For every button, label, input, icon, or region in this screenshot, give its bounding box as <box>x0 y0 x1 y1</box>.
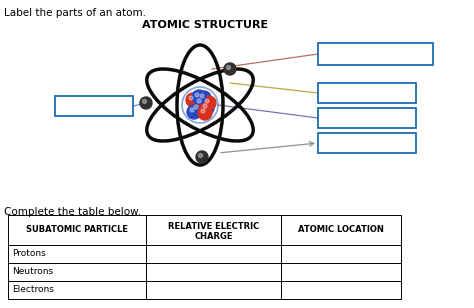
Circle shape <box>224 63 236 75</box>
Circle shape <box>143 99 146 103</box>
Text: Electrons: Electrons <box>12 286 54 294</box>
Text: Complete the table below.: Complete the table below. <box>4 207 141 217</box>
Bar <box>8 281 146 299</box>
Bar <box>146 263 281 281</box>
Text: SUBATOMIC PARTICLE: SUBATOMIC PARTICLE <box>26 225 128 234</box>
Circle shape <box>195 93 199 97</box>
Bar <box>8 263 146 281</box>
Circle shape <box>200 94 204 98</box>
Circle shape <box>196 151 208 163</box>
Circle shape <box>187 105 201 119</box>
Bar <box>8 215 146 245</box>
Circle shape <box>189 96 193 100</box>
Bar <box>55 96 133 116</box>
Circle shape <box>197 99 201 103</box>
Text: CHARGE: CHARGE <box>194 232 233 241</box>
Bar <box>318 83 416 103</box>
Circle shape <box>227 66 230 70</box>
Circle shape <box>197 91 211 105</box>
Text: RELATIVE ELECTRIC: RELATIVE ELECTRIC <box>168 222 259 231</box>
Bar <box>281 215 401 245</box>
Bar <box>146 281 281 299</box>
Bar <box>318 133 416 153</box>
Bar <box>146 245 281 263</box>
Circle shape <box>191 102 205 116</box>
Circle shape <box>194 96 208 110</box>
Circle shape <box>205 99 209 103</box>
Circle shape <box>203 104 207 108</box>
Circle shape <box>199 153 202 157</box>
Circle shape <box>140 97 152 109</box>
Bar <box>8 245 146 263</box>
Circle shape <box>202 96 216 110</box>
Circle shape <box>198 106 212 120</box>
Bar <box>281 245 401 263</box>
Circle shape <box>201 109 205 113</box>
Circle shape <box>192 90 206 104</box>
Bar <box>281 263 401 281</box>
Bar <box>318 108 416 128</box>
Text: Label the parts of an atom.: Label the parts of an atom. <box>4 8 146 18</box>
Circle shape <box>200 101 214 115</box>
Text: Neutrons: Neutrons <box>12 268 53 277</box>
Circle shape <box>190 108 194 112</box>
Bar <box>146 215 281 245</box>
Text: Protons: Protons <box>12 249 46 258</box>
Text: ATOMIC LOCATION: ATOMIC LOCATION <box>298 225 384 234</box>
Bar <box>318 43 433 65</box>
Circle shape <box>186 93 200 107</box>
Bar <box>281 281 401 299</box>
Text: ATOMIC STRUCTURE: ATOMIC STRUCTURE <box>142 20 268 30</box>
Circle shape <box>194 105 198 109</box>
